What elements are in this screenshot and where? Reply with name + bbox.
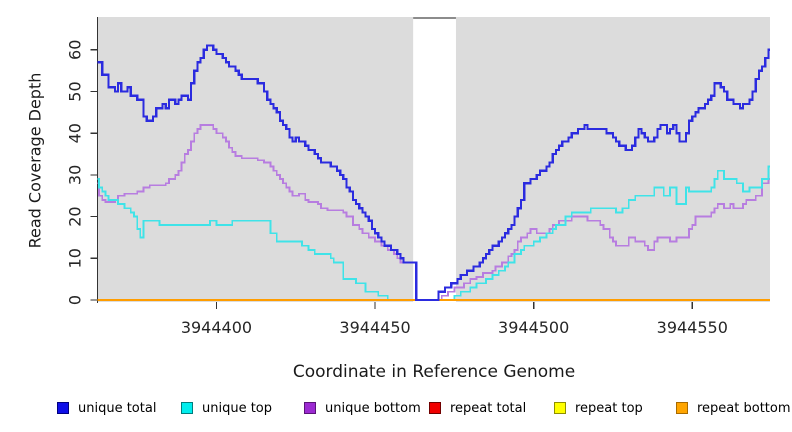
y-tick-label-50: 50: [66, 81, 85, 101]
x-tick-label-3944500: 3944500: [498, 318, 569, 337]
no-data-band: [413, 17, 456, 302]
legend-swatch-unique-bottom: [304, 402, 316, 414]
series-line-unique-total: [97, 40, 770, 302]
legend-entry-repeat-top: repeat top: [554, 399, 643, 417]
legend-label-repeat-bottom: repeat bottom: [697, 400, 791, 416]
y-axis-title: Read Coverage Depth: [25, 72, 45, 249]
legend-swatch-repeat-top: [554, 402, 566, 414]
legend-label-unique-top: unique top: [202, 400, 273, 416]
legend-label-repeat-top: repeat top: [575, 400, 643, 416]
coverage-plot-svg: 0 10 20 30 40 50 60 3944400 3944450 3944500 394455…: [66, 17, 770, 337]
legend-swatch-repeat-bottom: [676, 402, 688, 414]
y-tick-label-20: 20: [66, 206, 85, 226]
legend-label-unique-total: unique total: [78, 400, 157, 416]
legend-swatch-unique-top: [181, 402, 193, 414]
y-tick-label-60: 60: [66, 40, 85, 60]
legend: unique total unique top unique bottom repea…: [0, 399, 792, 421]
x-tick-label-3944450: 3944450: [339, 318, 410, 337]
x-axis-title: Coordinate in Reference Genome: [292, 362, 576, 382]
legend-label-repeat-total: repeat total: [450, 400, 527, 416]
y-tick-label-40: 40: [66, 123, 85, 143]
y-tick-label-0: 0: [66, 295, 85, 305]
y-tick-label-30: 30: [66, 165, 85, 185]
legend-label-unique-bottom: unique bottom: [325, 400, 421, 416]
legend-entry-unique-bottom: unique bottom: [304, 399, 421, 417]
x-tick-label-3944550: 3944550: [657, 318, 728, 337]
y-tick-label-10: 10: [66, 248, 85, 268]
series-line-unique-bottom: [97, 124, 770, 301]
legend-entry-repeat-total: repeat total: [429, 399, 526, 417]
series-line-unique-top: [97, 165, 770, 301]
legend-entry-repeat-bottom: repeat bottom: [676, 399, 791, 417]
legend-entry-unique-top: unique top: [181, 399, 272, 417]
legend-swatch-repeat-total: [429, 402, 441, 414]
x-tick-label-3944400: 3944400: [181, 318, 252, 337]
legend-swatch-unique-total: [57, 402, 69, 414]
legend-entry-unique-total: unique total: [57, 399, 156, 417]
